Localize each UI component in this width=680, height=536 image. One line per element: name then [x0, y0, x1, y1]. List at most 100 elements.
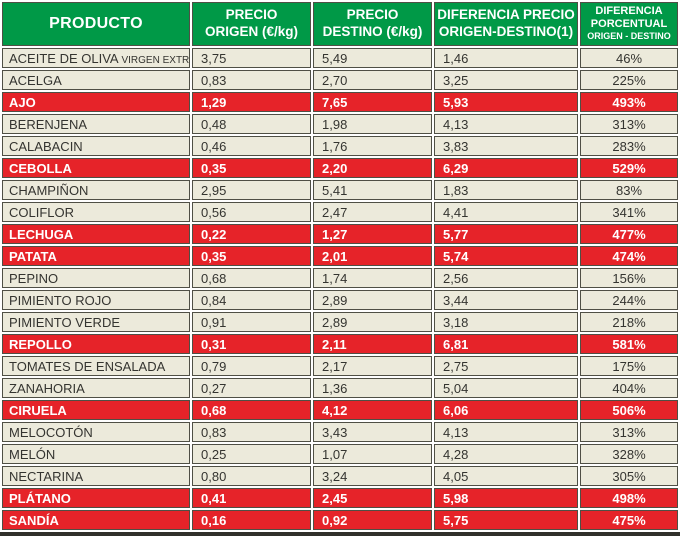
table-body: ACEITE DE OLIVA VIRGEN EXTRA 3,75 5,49 1… [2, 48, 678, 530]
precio-destino-cell: 1,98 [313, 114, 432, 134]
precio-destino-cell: 2,45 [313, 488, 432, 508]
product-name: SANDÍA [9, 512, 59, 528]
product-name: ACELGA [9, 72, 62, 88]
product-name: CHAMPIÑON [9, 182, 89, 198]
precio-destino-cell: 0,92 [313, 510, 432, 530]
diferencia-porcentual-cell: 493% [580, 92, 678, 112]
header-diferencia-line2: ORIGEN-DESTINO(1) [438, 24, 574, 39]
product-name: TOMATES DE ENSALADA [9, 358, 166, 374]
product-cell: CEBOLLA [2, 158, 190, 178]
product-cell: ACELGA [2, 70, 190, 90]
precio-origen-cell: 0,41 [192, 488, 311, 508]
product-name: BERENJENA [9, 116, 88, 132]
precio-origen-cell: 0,27 [192, 378, 311, 398]
diferencia-porcentual-cell: 475% [580, 510, 678, 530]
precio-origen-cell: 0,46 [192, 136, 311, 156]
product-cell: PIMIENTO VERDE [2, 312, 190, 332]
diferencia-porcentual-cell: 529% [580, 158, 678, 178]
precio-destino-cell: 1,76 [313, 136, 432, 156]
product-suffix: VIRGEN EXTRA [121, 54, 190, 66]
diferencia-precio-cell: 2,75 [434, 356, 578, 376]
header-diferencia-line1: DIFERENCIA PRECIO [437, 7, 575, 23]
product-cell: CIRUELA [2, 400, 190, 420]
product-cell: SANDÍA [2, 510, 190, 530]
product-name: PEPINO [9, 270, 59, 286]
diferencia-porcentual-cell: 83% [580, 180, 678, 200]
precio-destino-cell: 1,36 [313, 378, 432, 398]
product-cell: MELOCOTÓN [2, 422, 190, 442]
precio-destino-cell: 7,65 [313, 92, 432, 112]
diferencia-precio-cell: 5,77 [434, 224, 578, 244]
header-destino-line1: PRECIO [346, 7, 399, 23]
diferencia-porcentual-cell: 506% [580, 400, 678, 420]
header-cell-porcentual: DIFERENCIA PORCENTUAL ORIGEN - DESTINO [580, 2, 678, 46]
table-row: REPOLLO 0,31 2,11 6,81 581% [2, 334, 678, 354]
product-name: COLIFLOR [9, 204, 75, 220]
product-cell: CALABACIN [2, 136, 190, 156]
diferencia-precio-cell: 3,83 [434, 136, 578, 156]
diferencia-porcentual-cell: 305% [580, 466, 678, 486]
diferencia-porcentual-cell: 218% [580, 312, 678, 332]
table-row: PATATA 0,35 2,01 5,74 474% [2, 246, 678, 266]
diferencia-precio-cell: 6,29 [434, 158, 578, 178]
diferencia-precio-cell: 4,13 [434, 422, 578, 442]
precio-origen-cell: 0,48 [192, 114, 311, 134]
product-cell: MELÓN [2, 444, 190, 464]
table-row: PIMIENTO VERDE 0,91 2,89 3,18 218% [2, 312, 678, 332]
product-cell: NECTARINA [2, 466, 190, 486]
header-cell-product: PRODUCTO [2, 2, 190, 46]
precio-origen-cell: 3,75 [192, 48, 311, 68]
product-cell: PIMIENTO ROJO [2, 290, 190, 310]
precio-destino-cell: 5,41 [313, 180, 432, 200]
precio-destino-cell: 5,49 [313, 48, 432, 68]
diferencia-porcentual-cell: 581% [580, 334, 678, 354]
precio-origen-cell: 0,22 [192, 224, 311, 244]
diferencia-porcentual-cell: 175% [580, 356, 678, 376]
precio-destino-cell: 1,27 [313, 224, 432, 244]
product-name: MELÓN [9, 446, 56, 462]
precio-destino-cell: 2,70 [313, 70, 432, 90]
diferencia-porcentual-cell: 477% [580, 224, 678, 244]
table-row: LECHUGA 0,22 1,27 5,77 477% [2, 224, 678, 244]
precio-destino-cell: 2,01 [313, 246, 432, 266]
product-cell: COLIFLOR [2, 202, 190, 222]
product-name: PLÁTANO [9, 490, 71, 506]
table-row: ZANAHORIA 0,27 1,36 5,04 404% [2, 378, 678, 398]
product-cell: PATATA [2, 246, 190, 266]
precio-origen-cell: 0,31 [192, 334, 311, 354]
header-origen-line1: PRECIO [225, 7, 278, 23]
precio-origen-cell: 0,35 [192, 158, 311, 178]
product-name: NECTARINA [9, 468, 84, 484]
precio-origen-cell: 0,84 [192, 290, 311, 310]
diferencia-porcentual-cell: 283% [580, 136, 678, 156]
product-name: CALABACIN [9, 138, 83, 154]
diferencia-porcentual-cell: 46% [580, 48, 678, 68]
precio-origen-cell: 0,79 [192, 356, 311, 376]
bottom-border-bar [0, 532, 680, 536]
precio-destino-cell: 3,24 [313, 466, 432, 486]
diferencia-precio-cell: 1,83 [434, 180, 578, 200]
diferencia-precio-cell: 4,28 [434, 444, 578, 464]
product-name: AJO [9, 94, 36, 110]
precio-origen-cell: 0,68 [192, 268, 311, 288]
product-name: CEBOLLA [9, 160, 72, 176]
precio-destino-cell: 2,89 [313, 290, 432, 310]
header-porcentual-line3: ORIGEN - DESTINO [587, 31, 671, 42]
table-row: MELOCOTÓN 0,83 3,43 4,13 313% [2, 422, 678, 442]
product-name: PIMIENTO VERDE [9, 314, 121, 330]
diferencia-precio-cell: 6,81 [434, 334, 578, 354]
diferencia-porcentual-cell: 244% [580, 290, 678, 310]
table-row: CEBOLLA 0,35 2,20 6,29 529% [2, 158, 678, 178]
precio-origen-cell: 1,29 [192, 92, 311, 112]
precio-origen-cell: 0,91 [192, 312, 311, 332]
header-product-label: PRODUCTO [49, 15, 143, 32]
table-row: CIRUELA 0,68 4,12 6,06 506% [2, 400, 678, 420]
diferencia-porcentual-cell: 474% [580, 246, 678, 266]
table-row: AJO 1,29 7,65 5,93 493% [2, 92, 678, 112]
product-cell: PEPINO [2, 268, 190, 288]
header-porcentual-line1: DIFERENCIA [595, 4, 663, 17]
header-row: PRODUCTO PRECIO ORIGEN (€/kg) PRECIO DES… [2, 2, 678, 46]
diferencia-precio-cell: 3,18 [434, 312, 578, 332]
product-name: REPOLLO [9, 336, 72, 352]
